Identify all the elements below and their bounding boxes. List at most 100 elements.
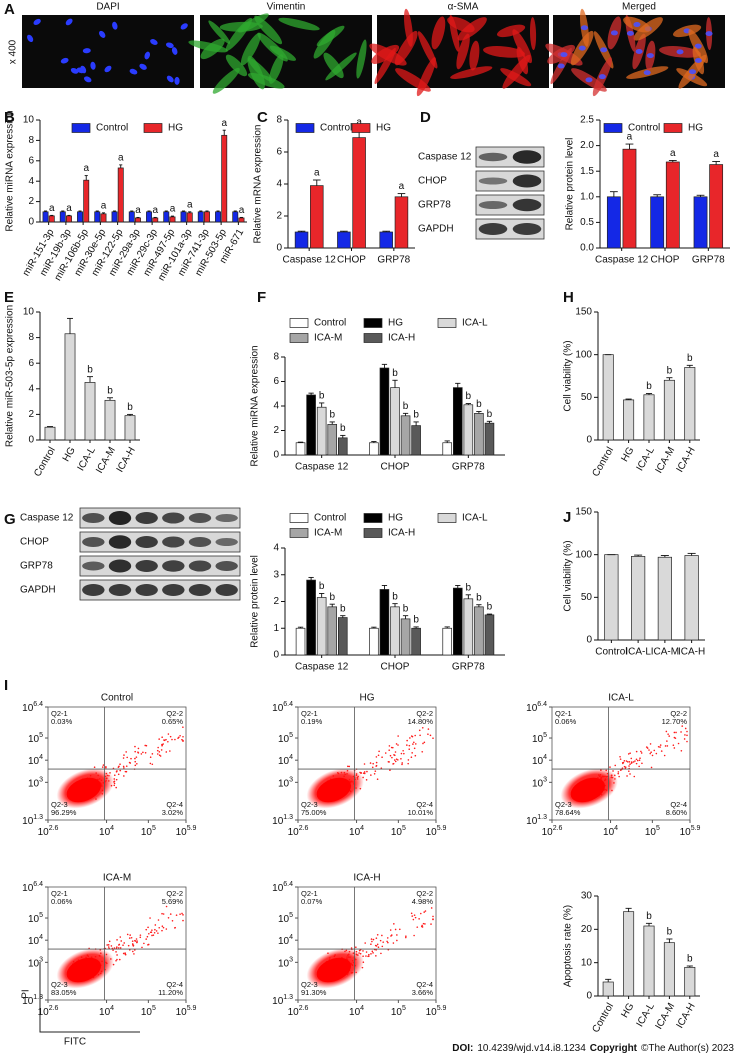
tick-exponent: 5 [656, 825, 660, 832]
nucleus [694, 43, 702, 49]
event-dot [395, 758, 398, 760]
event-dot [147, 944, 149, 946]
panel-letter: J [563, 509, 571, 526]
x-tick-label: 105 [141, 825, 156, 838]
error-bar [686, 965, 693, 968]
x-tick-label: 105.9 [176, 825, 197, 838]
tick-base: 10 [28, 958, 40, 969]
blot-band [512, 223, 542, 235]
event-dot [157, 746, 159, 749]
event-dot [639, 757, 641, 759]
bar [327, 606, 338, 656]
event-dot [118, 958, 121, 961]
event-dot [163, 739, 166, 742]
event-dot [182, 740, 184, 742]
legend-label: Control [96, 123, 128, 134]
cell-body [512, 29, 533, 64]
legend-label: Control [314, 318, 346, 329]
event-dot [381, 945, 384, 948]
cell-body [529, 17, 537, 51]
event-dot [139, 934, 142, 936]
tick-base: 10 [288, 827, 300, 838]
quadrant-name: Q2-1 [301, 709, 318, 718]
event-dot [131, 943, 134, 945]
legend-label: Control [320, 123, 352, 134]
event-dot [119, 763, 121, 766]
x-tick-label: Caspase 12 [295, 662, 349, 673]
event-dot [135, 938, 138, 940]
tick-exponent: 1.3 [283, 994, 293, 1001]
bar [100, 213, 107, 223]
tick-base: 10 [22, 703, 34, 714]
bar [684, 555, 699, 641]
y-axis-label: Relative protein level [250, 555, 261, 648]
nucleus [180, 23, 188, 30]
bar [238, 217, 245, 223]
y-tick-label: 1.5 [580, 166, 594, 177]
error-bar [61, 210, 65, 212]
quadrant-percent: 0.19% [301, 717, 323, 726]
error-bar [392, 379, 398, 388]
event-dot [414, 743, 417, 745]
event-dot [623, 759, 626, 762]
error-bar [371, 626, 377, 629]
nucleus [694, 58, 702, 64]
y-tick-label: 2 [28, 196, 34, 207]
tick-exponent: 3 [543, 776, 547, 783]
x-tick-label: Caspase 12 [595, 255, 649, 266]
x-tick-label: ICA-H [115, 445, 138, 474]
x-tick-label: ICA-H [675, 1001, 698, 1030]
quadrant-percent: 8.60% [666, 808, 688, 817]
event-dot [157, 932, 159, 934]
tick-base: 10 [176, 827, 188, 838]
event-dot [374, 770, 377, 772]
tick-exponent: 1.3 [33, 814, 43, 821]
nucleus [139, 63, 147, 70]
bar [390, 606, 400, 656]
event-dot [664, 745, 667, 747]
event-dot [105, 765, 107, 768]
x-tick-label: ICA-M [651, 647, 679, 658]
quadrant-percent: 0.07% [301, 897, 323, 906]
significance-label: a [356, 117, 362, 128]
event-dot [418, 729, 421, 732]
event-dot [672, 744, 675, 746]
cells [188, 13, 367, 94]
event-dot [107, 946, 110, 948]
event-dot [154, 924, 157, 926]
event-dot [413, 934, 415, 937]
event-dot [132, 950, 134, 953]
magnification: x 400 [8, 39, 19, 64]
event-dot [376, 943, 379, 946]
event-dot [414, 916, 417, 919]
x-tick-label: 102.6 [38, 825, 59, 838]
significance-label: a [670, 148, 676, 159]
event-dot [648, 749, 650, 751]
bar [215, 211, 221, 223]
event-dot [680, 731, 682, 733]
flow-y-label: PI [21, 989, 32, 998]
cell-body [269, 54, 284, 84]
error-bar [402, 615, 409, 619]
event-dot [156, 753, 159, 755]
event-dot [116, 958, 118, 961]
event-dot [401, 762, 404, 764]
event-dot [629, 763, 631, 766]
y-tick-label: 103 [28, 956, 43, 969]
nucleus [600, 47, 608, 53]
event-dot [158, 926, 161, 929]
event-dot [667, 733, 669, 735]
event-dot [653, 749, 656, 752]
event-dot [348, 765, 351, 768]
error-bar [130, 210, 134, 212]
error-bar [686, 364, 693, 368]
event-dot [375, 945, 378, 947]
significance-label: a [118, 153, 124, 164]
event-dot [675, 731, 677, 734]
event-dot [141, 946, 143, 949]
y-tick-label: 105 [28, 732, 43, 745]
blot-band [135, 560, 158, 572]
error-bar [712, 161, 721, 165]
bar [295, 442, 306, 456]
quadrant-percent: 11.20% [158, 988, 183, 997]
